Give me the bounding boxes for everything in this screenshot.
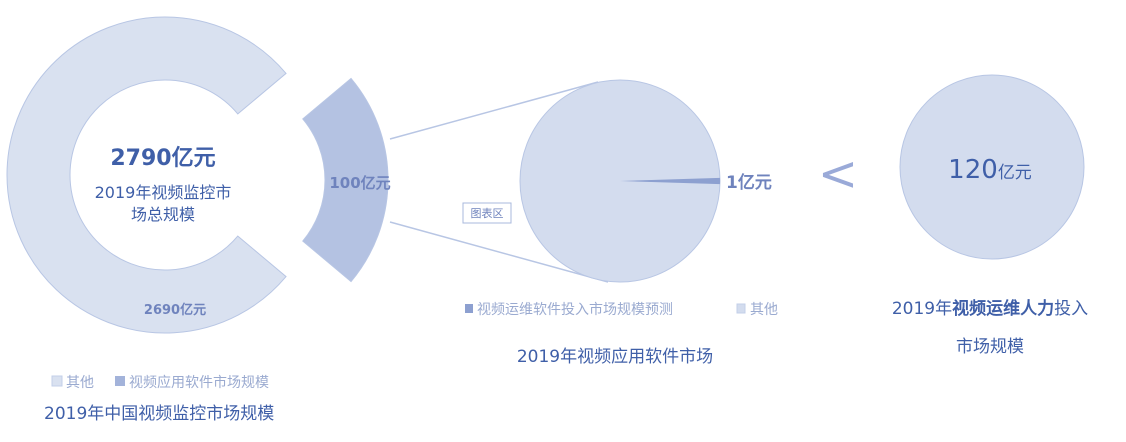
labor-value: 120亿元 (948, 155, 1032, 185)
legend-label-other: 其他 (66, 375, 94, 391)
legend-swatch-software (115, 376, 125, 386)
donut-label-software: 100亿元 (329, 174, 390, 192)
pie-label-ops-software: 1亿元 (726, 172, 772, 193)
pie-title: 2019年视频应用软件市场 (517, 347, 713, 367)
less-than-symbol: < (818, 146, 858, 202)
legend-label-other-2: 其他 (750, 302, 778, 318)
labor-market-circle (899, 74, 1085, 260)
donut-slice-software (302, 77, 389, 283)
donut-center-value: 2790亿元 (110, 146, 215, 171)
labor-title-line2: 市场规模 (956, 337, 1024, 357)
labor-title-line1: 2019年视频运维人力投入 (892, 298, 1088, 319)
legend-label-ops-software: 视频运维软件投入市场规模预测 (477, 301, 673, 318)
pie-slice-ops-software (620, 177, 721, 185)
legend-swatch-other-2 (736, 303, 746, 314)
legend-swatch-other (51, 375, 63, 387)
chart-area-tooltip (462, 202, 512, 224)
legend-swatch-ops-software (465, 304, 473, 313)
donut-title: 2019年中国视频监控市场规模 (44, 404, 274, 424)
connector-line-top (389, 81, 599, 140)
legend-label-software: 视频应用软件市场规模 (129, 374, 269, 391)
donut-label-other: 2690亿元 (144, 302, 206, 318)
connector-line-bottom (389, 221, 609, 283)
tooltip-text: 图表区 (471, 206, 504, 220)
donut-slice-other (6, 16, 287, 334)
donut-center-label-2: 场总规模 (131, 205, 195, 224)
donut-center-label-1: 2019年视频监控市 (95, 183, 232, 202)
